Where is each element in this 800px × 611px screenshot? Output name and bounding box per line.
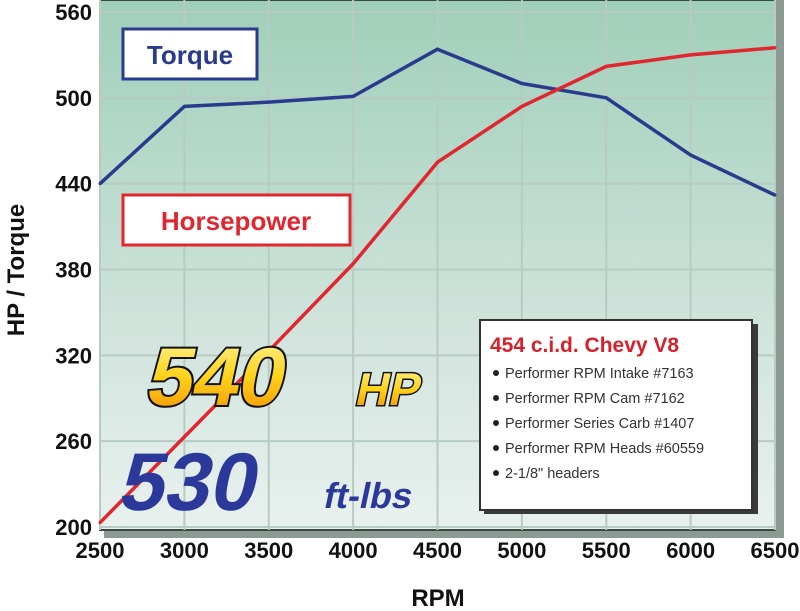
data-point-horsepower bbox=[773, 46, 777, 50]
data-point-torque bbox=[604, 96, 608, 100]
spec-item: Performer RPM Cam #7162 bbox=[505, 391, 685, 407]
torque-value: 530 bbox=[113, 436, 269, 528]
data-point-horsepower bbox=[604, 64, 608, 68]
y-axis-label: HP / Torque bbox=[3, 204, 30, 336]
data-point-torque bbox=[689, 153, 693, 157]
bullet-icon bbox=[493, 470, 499, 476]
hp-unit: HP bbox=[352, 363, 427, 414]
spec-item: Performer Series Carb #1407 bbox=[505, 416, 694, 432]
spec-box: 454 c.i.d. Chevy V8 Performer RPM Intake… bbox=[479, 319, 758, 514]
data-point-horsepower bbox=[98, 521, 102, 525]
x-tick-label: 3000 bbox=[160, 538, 209, 563]
x-tick-label: 6500 bbox=[751, 538, 800, 563]
data-point-torque bbox=[351, 94, 355, 98]
data-point-torque bbox=[98, 182, 102, 186]
legend-horsepower: Horsepower bbox=[121, 193, 352, 247]
x-tick-label: 3500 bbox=[244, 538, 293, 563]
hp-callout: 540 HP bbox=[138, 329, 428, 425]
data-point-horsepower bbox=[351, 262, 355, 266]
y-tick-label: 380 bbox=[55, 258, 92, 283]
data-point-torque bbox=[436, 47, 439, 51]
data-point-torque bbox=[267, 100, 271, 104]
bullet-icon bbox=[493, 370, 499, 376]
legend-horsepower-label: Horsepower bbox=[161, 206, 311, 236]
x-tick-label: 5500 bbox=[582, 538, 631, 563]
y-tick-label: 200 bbox=[55, 515, 92, 540]
data-point-torque bbox=[773, 193, 777, 197]
x-tick-label: 4500 bbox=[413, 538, 462, 563]
spec-item: Performer RPM Heads #60559 bbox=[505, 441, 704, 457]
data-point-horsepower bbox=[436, 160, 439, 164]
spec-item: 2-1/8" headers bbox=[505, 466, 600, 482]
y-tick-label: 560 bbox=[55, 0, 92, 25]
y-tick-label: 440 bbox=[55, 172, 92, 197]
x-tick-label: 5000 bbox=[497, 538, 546, 563]
data-point-torque bbox=[182, 104, 186, 108]
torque-callout: 530 ft-lbs bbox=[113, 436, 417, 528]
x-tick-label: 6000 bbox=[666, 538, 715, 563]
x-tick-label: 4000 bbox=[329, 538, 378, 563]
spec-item: Performer RPM Intake #7163 bbox=[505, 366, 694, 382]
data-point-horsepower bbox=[182, 435, 186, 439]
bullet-icon bbox=[493, 395, 499, 401]
data-point-horsepower bbox=[267, 349, 271, 353]
data-point-horsepower bbox=[689, 53, 693, 57]
bullet-icon bbox=[493, 420, 499, 426]
spec-title: 454 c.i.d. Chevy V8 bbox=[490, 334, 679, 357]
y-tick-label: 320 bbox=[55, 343, 92, 368]
legend-torque-label: Torque bbox=[147, 40, 233, 70]
x-tick-label: 2500 bbox=[76, 538, 125, 563]
data-point-torque bbox=[520, 82, 524, 86]
data-point-horsepower bbox=[520, 104, 524, 108]
bullet-icon bbox=[493, 445, 499, 451]
legend-torque: Torque bbox=[121, 27, 259, 81]
x-axis-label: RPM bbox=[411, 585, 464, 611]
y-tick-label: 260 bbox=[55, 429, 92, 454]
torque-unit: ft-lbs bbox=[320, 475, 417, 516]
y-tick-label: 500 bbox=[55, 86, 92, 111]
hp-value: 540 bbox=[140, 331, 296, 423]
